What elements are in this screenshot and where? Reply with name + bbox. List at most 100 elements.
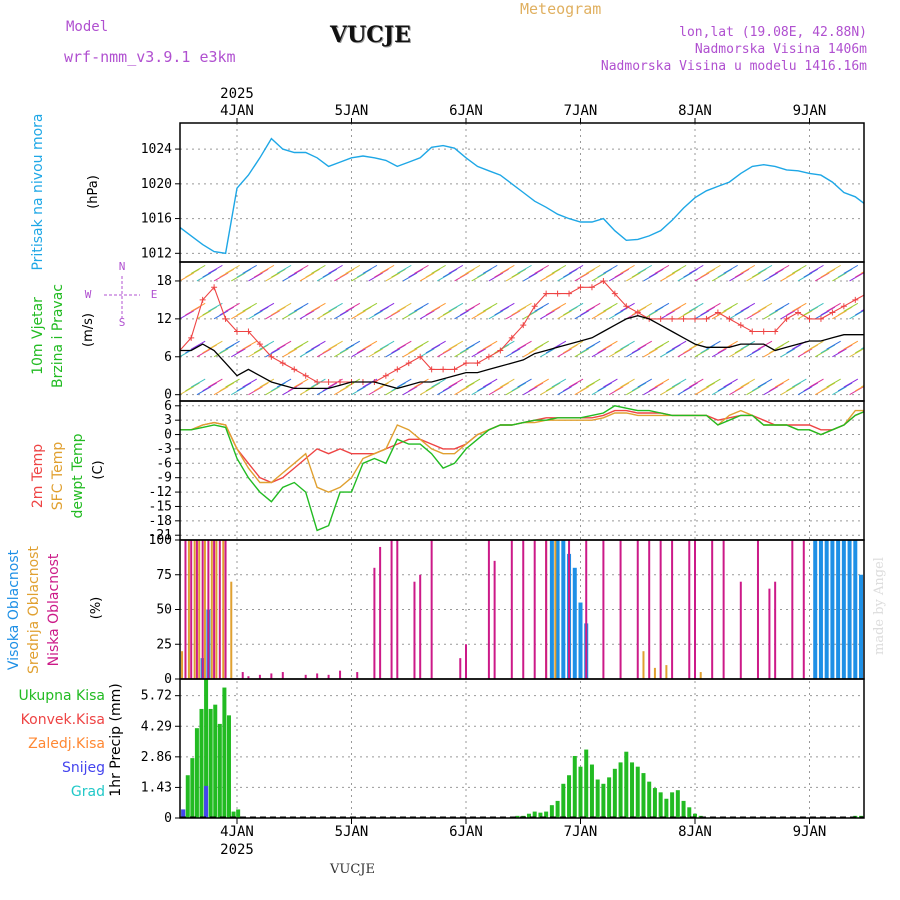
cloud-bar-low_cloud [390, 540, 393, 679]
cloud-bar-low_cloud [218, 540, 221, 679]
wind-arrow [671, 378, 687, 388]
bottom-year-label: 2025 [220, 842, 254, 858]
cloud-bar-mid_cloud [222, 540, 225, 679]
cloud-bar-low_cloud [648, 540, 651, 679]
wind-arrow [379, 302, 395, 312]
wind-arrow [568, 378, 584, 388]
gust-marker [817, 315, 824, 322]
cloud-bar-low_cloud [207, 540, 210, 679]
cloud-bar-low_cloud [768, 588, 771, 679]
wind-arrow [259, 340, 275, 350]
wind-arrow [792, 264, 807, 274]
gust-marker [772, 328, 779, 335]
wind-arrow [362, 264, 378, 274]
cloud-bar-low_cloud [247, 676, 250, 679]
wind-arrow [740, 302, 756, 312]
wind-arrow [706, 378, 721, 388]
precip-legend-item: Konvek.Kisa [21, 712, 105, 728]
wind-arrow [242, 378, 257, 388]
wind-arrow [517, 340, 532, 350]
wind-arrow [482, 378, 498, 388]
gust-marker [749, 328, 756, 335]
unit-precip: 1hr Precip (mm) [108, 683, 124, 796]
cloud-bar-low_cloud [545, 540, 548, 679]
lonlat-label: lon,lat (19.08E, 42.88N) [679, 25, 867, 40]
gust-marker [211, 284, 218, 291]
wind-arrow [671, 264, 687, 274]
cloud-bar-low_cloud [379, 546, 382, 679]
wind-arrow [190, 264, 206, 274]
precip-bar-total_precip [687, 807, 692, 818]
wind-arrow [740, 264, 756, 274]
wind-arrow [242, 340, 257, 350]
panel-frame-1 [179, 122, 865, 263]
precip-bar-total_precip [549, 805, 554, 818]
label-wind-1: 10m Vjetar [30, 297, 46, 375]
wind-arrow [190, 378, 206, 388]
wind-arrow [826, 340, 841, 350]
wind-arrow [397, 302, 412, 312]
cloud-bar-mid_cloud [193, 540, 196, 679]
wind-arrow [431, 302, 446, 312]
gust-marker [199, 296, 206, 303]
top-day-label: 6JAN [449, 103, 483, 119]
wind-arrow [190, 340, 206, 350]
precip-legend-item: Grad [71, 784, 105, 800]
gust-marker [600, 277, 607, 284]
precip-bar-total_precip [607, 777, 612, 818]
gust-marker [829, 309, 836, 316]
bottom-day-label: 5JAN [335, 824, 369, 840]
cloud-bar-low_cloud [688, 540, 691, 679]
precip-bar-total_precip [693, 813, 697, 818]
precip-bar-total_precip [658, 792, 663, 818]
precip-bar-total_precip [670, 792, 675, 818]
gust-marker [279, 360, 286, 367]
panel-frame-5 [179, 678, 865, 819]
wind-arrow [242, 264, 257, 274]
y-tick-label-p2: 12 [156, 312, 172, 327]
compass-e: E [151, 288, 158, 301]
wind-arrow [568, 302, 584, 312]
precip-bar-total_precip [561, 783, 566, 818]
wind-arrow [294, 340, 309, 350]
wind-arrow [757, 302, 773, 312]
top-day-label: 5JAN [335, 103, 369, 119]
cloud-bar-high_cloud [824, 540, 829, 679]
wind-arrow [723, 378, 738, 388]
cloud-bar-low_cloud [419, 574, 422, 679]
precip-bar-total_precip [526, 813, 531, 818]
cloud-bar-high_cloud [859, 574, 864, 679]
precip-bar-total_precip [589, 764, 594, 818]
wind-arrow [276, 378, 292, 388]
gust-marker [337, 379, 344, 386]
cloud-bar-high_cloud [830, 540, 835, 679]
wind-arrow [585, 264, 601, 274]
cloud-bar-low_cloud [195, 540, 198, 679]
wind-arrow [671, 340, 687, 350]
precip-bar-total_precip [544, 811, 549, 818]
precip-bar-total_precip [647, 781, 652, 818]
wind-arrow [843, 264, 859, 274]
gust-marker [291, 366, 298, 373]
wind-arrow [534, 264, 549, 274]
cloud-bar-low_cloud [791, 540, 794, 679]
wind-arrow [826, 378, 841, 388]
wind-arrow [500, 302, 515, 312]
gust-marker [394, 366, 401, 373]
wind-arrow [259, 302, 275, 312]
unit-wind: (m/s) [81, 313, 96, 347]
wind-arrow [328, 340, 343, 350]
wind-arrow [414, 378, 429, 388]
cloud-bar-low_cloud [711, 540, 714, 679]
unit-cloud: (%) [89, 597, 104, 620]
wind-arrow [637, 378, 652, 388]
wind-arrow [328, 302, 343, 312]
gust-marker [451, 366, 458, 373]
cloud-bar-low_cloud [190, 540, 193, 679]
wind-arrow [225, 302, 240, 312]
wind-arrow [551, 378, 567, 388]
y-tick-label-p5: 0 [164, 811, 172, 826]
temp-dewpt-line [180, 405, 864, 532]
y-tick-label-p3: 3 [164, 413, 172, 428]
wind-arrow [225, 378, 240, 388]
